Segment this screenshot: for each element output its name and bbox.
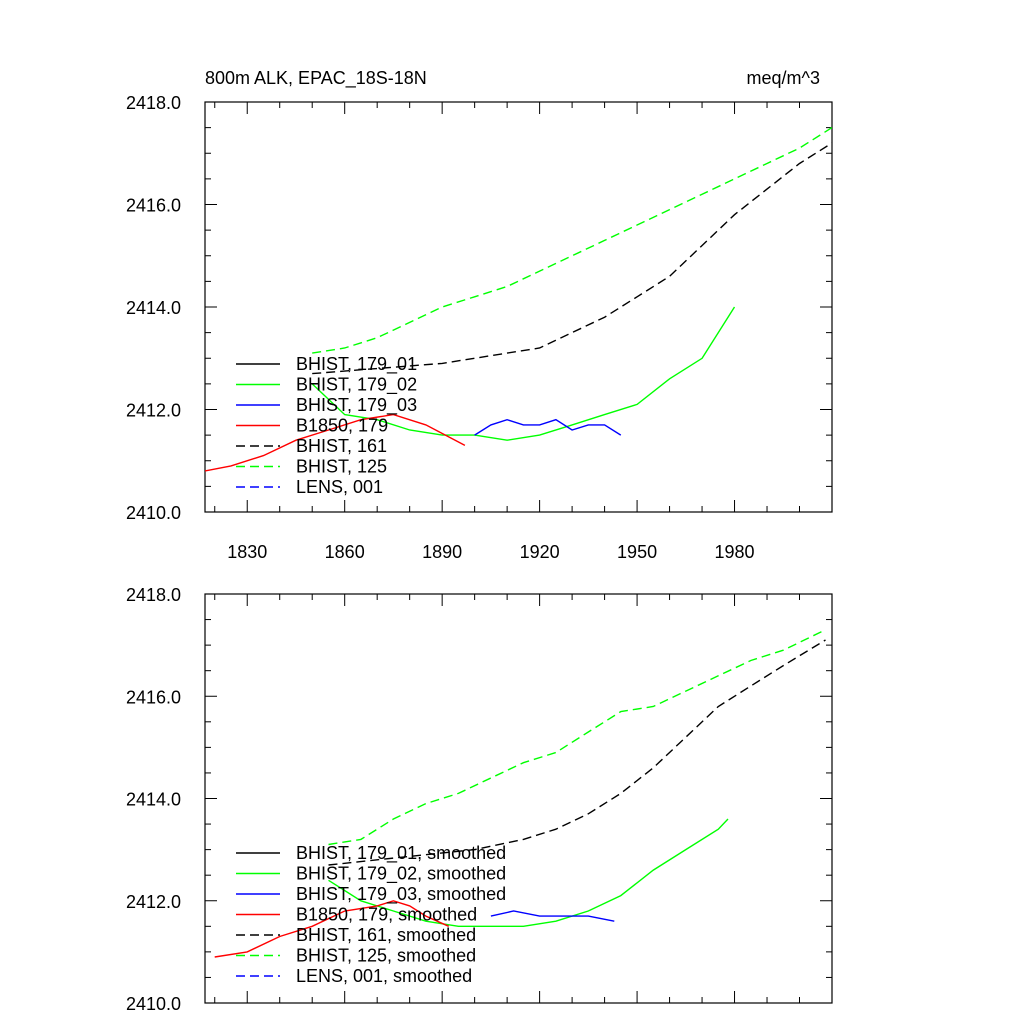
legend-label: BHIST, 179_03 xyxy=(296,395,417,416)
y-tick-label: 2414.0 xyxy=(126,790,181,810)
chart-title: 800m ALK, EPAC_18S-18N xyxy=(205,68,427,89)
chart-units: meq/m^3 xyxy=(747,68,820,88)
chart-panel-1: 2410.0 2412.0 2414.0 2416.0 2418.0 1830 1860 18… xyxy=(126,93,833,562)
series-line-2 xyxy=(328,818,729,927)
y-tick-label: 2410.0 xyxy=(126,994,181,1014)
legend-label: BHIST, 179_01 xyxy=(296,354,417,375)
series-line-3 xyxy=(474,418,622,436)
series-line-6 xyxy=(328,629,826,846)
x-tick-label: 1890 xyxy=(422,542,462,562)
y-tick-label: 2418.0 xyxy=(126,585,181,605)
y-tick-label: 2416.0 xyxy=(126,687,181,707)
legend-label: BHIST, 179_01, smoothed xyxy=(296,843,506,864)
x-tick-label: 1920 xyxy=(520,542,560,562)
series-line-4 xyxy=(205,413,466,472)
x-tick-label: 1980 xyxy=(715,542,755,562)
series-line-5 xyxy=(312,142,832,375)
y-tick-label: 2412.0 xyxy=(126,892,181,912)
y-tick-label: 2414.0 xyxy=(126,298,181,318)
legend-label: LENS, 001 xyxy=(296,477,383,497)
series-line-5 xyxy=(328,639,826,866)
legend-label: BHIST, 179_03, smoothed xyxy=(296,884,506,905)
series-line-3 xyxy=(490,910,615,922)
legend-label: B1850, 179, smoothed xyxy=(296,905,477,925)
x-tick-label: 1860 xyxy=(325,542,365,562)
legend-label: BHIST, 125, smoothed xyxy=(296,946,476,966)
legend-label: BHIST, 179_02 xyxy=(296,375,417,396)
y-tick-label: 2412.0 xyxy=(126,401,181,421)
series-line-2 xyxy=(311,306,736,441)
x-tick-label: 1830 xyxy=(227,542,267,562)
x-tick-label: 1950 xyxy=(617,542,657,562)
chart-panel-2: 2410.0 2412.0 2414.0 2416.0 2418.0 BHIST, 179… xyxy=(126,585,833,1014)
series-line-6 xyxy=(312,127,832,354)
y-tick-label: 2410.0 xyxy=(126,503,181,523)
y-tick-label: 2418.0 xyxy=(126,93,181,113)
legend-label: BHIST, 161 xyxy=(296,436,387,456)
legend-label: BHIST, 161, smoothed xyxy=(296,925,476,945)
series-line-4 xyxy=(214,900,449,958)
y-tick-label: 2416.0 xyxy=(126,196,181,216)
legend-label: LENS, 001, smoothed xyxy=(296,966,472,986)
legend-label: B1850, 179 xyxy=(296,416,388,436)
legend-label: BHIST, 125 xyxy=(296,457,387,477)
legend-label: BHIST, 179_02, smoothed xyxy=(296,864,506,885)
